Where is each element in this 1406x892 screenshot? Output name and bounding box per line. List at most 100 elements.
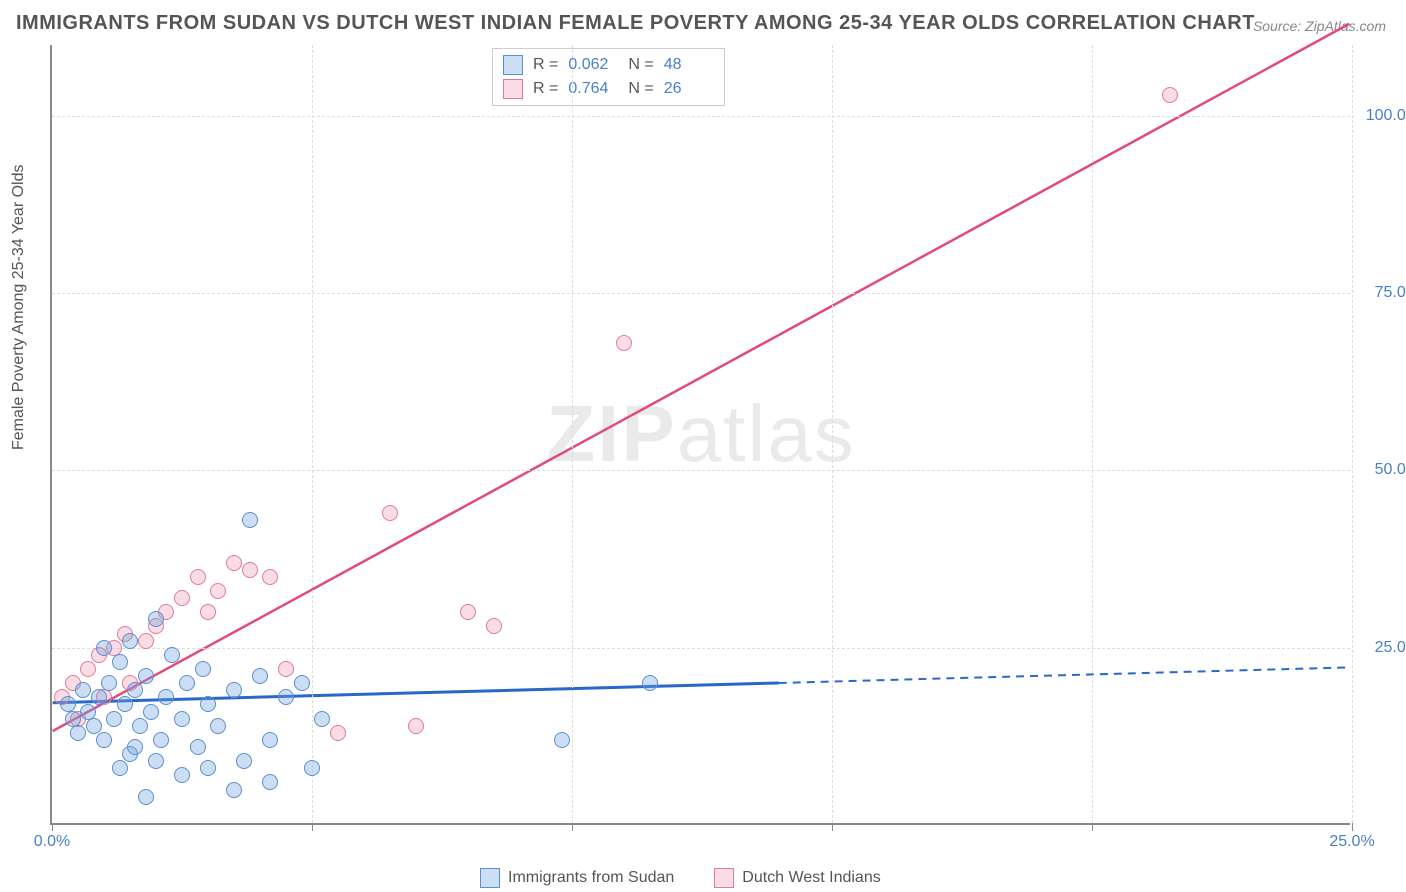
scatter-point-series1 [112,760,128,776]
legend-item: Dutch West Indians [714,868,880,888]
scatter-point-series1 [158,689,174,705]
scatter-point-series1 [314,711,330,727]
stat-n-label: N = [628,56,653,74]
trend-line [779,667,1350,683]
scatter-point-series1 [174,767,190,783]
scatter-point-series1 [226,782,242,798]
x-tick [312,823,313,831]
scatter-point-series1 [153,732,169,748]
y-tick-label: 75.0% [1375,284,1406,302]
scatter-point-series1 [112,654,128,670]
scatter-point-series2 [262,569,278,585]
scatter-point-series1 [262,774,278,790]
scatter-point-series1 [117,696,133,712]
x-tick [1352,823,1353,831]
scatter-point-series2 [200,604,216,620]
stat-n-value: 48 [664,56,714,74]
source-attribution: Source: ZipAtlas.com [1253,18,1386,34]
legend-swatch-icon [503,55,523,75]
y-tick-label: 50.0% [1375,461,1406,479]
scatter-point-series1 [127,682,143,698]
stats-row: R = 0.062 N = 48 [503,53,714,77]
scatter-point-series1 [148,611,164,627]
scatter-point-series1 [75,682,91,698]
scatter-point-series1 [195,661,211,677]
gridline-horizontal [52,116,1350,117]
watermark-rest: atlas [677,389,856,478]
x-tick-label: 0.0% [34,833,70,851]
stat-r-value: 0.764 [568,80,618,98]
scatter-point-series1 [179,675,195,691]
scatter-point-series2 [190,569,206,585]
y-axis-label: Female Poverty Among 25-34 Year Olds [10,165,28,451]
scatter-point-series1 [642,675,658,691]
legend-item: Immigrants from Sudan [480,868,674,888]
stat-r-label: R = [533,56,558,74]
scatter-point-series2 [408,718,424,734]
scatter-point-series2 [226,555,242,571]
scatter-point-series1 [210,718,226,734]
gridline-horizontal [52,470,1350,471]
y-tick-label: 100.0% [1366,107,1406,125]
legend-swatch-icon [503,79,523,99]
scatter-point-series1 [278,689,294,705]
x-tick-label: 25.0% [1329,833,1374,851]
scatter-point-series1 [242,512,258,528]
legend-swatch-icon [714,868,734,888]
scatter-point-series1 [122,633,138,649]
scatter-point-series1 [190,739,206,755]
trend-lines-svg [52,45,1350,823]
watermark-bold: ZIP [546,389,676,478]
scatter-point-series1 [96,732,112,748]
scatter-point-series1 [91,689,107,705]
y-tick-label: 25.0% [1375,639,1406,657]
scatter-point-series2 [1162,87,1178,103]
x-tick [1092,823,1093,831]
scatter-point-series1 [101,675,117,691]
scatter-point-series1 [200,696,216,712]
stats-row: R =0.764N =26 [503,77,714,101]
scatter-point-series1 [304,760,320,776]
scatter-point-series1 [138,789,154,805]
scatter-point-series1 [96,640,112,656]
scatter-point-series2 [242,562,258,578]
scatter-point-series1 [226,682,242,698]
x-tick [832,823,833,831]
gridline-vertical [1352,45,1353,823]
scatter-point-series2 [210,583,226,599]
stat-n-label: N = [628,80,653,98]
legend-swatch-icon [480,868,500,888]
scatter-point-series2 [616,335,632,351]
legend-label: Dutch West Indians [742,869,880,887]
scatter-point-series1 [70,725,86,741]
scatter-point-series1 [106,711,122,727]
scatter-point-series1 [236,753,252,769]
scatter-point-series2 [330,725,346,741]
scatter-point-series1 [174,711,190,727]
watermark: ZIPatlas [546,388,855,480]
scatter-point-series1 [138,668,154,684]
gridline-horizontal [52,293,1350,294]
scatter-point-series1 [164,647,180,663]
stats-legend-box: R =0.062N =48R =0.764N =26 [492,48,725,106]
scatter-point-series1 [143,704,159,720]
gridline-vertical [312,45,313,823]
x-tick [572,823,573,831]
scatter-point-series2 [382,505,398,521]
trend-line [53,24,1350,731]
legend-label: Immigrants from Sudan [508,869,674,887]
stat-r-value: 0.062 [568,56,618,74]
scatter-point-series2 [80,661,96,677]
scatter-point-series2 [486,618,502,634]
scatter-point-series1 [200,760,216,776]
stat-r-label: R = [533,80,558,98]
scatter-point-series1 [132,718,148,734]
scatter-point-series1 [252,668,268,684]
scatter-point-series1 [262,732,278,748]
scatter-point-series1 [554,732,570,748]
gridline-horizontal [52,648,1350,649]
scatter-point-series2 [174,590,190,606]
x-tick [52,823,53,831]
bottom-legend: Immigrants from Sudan Dutch West Indians [480,868,881,888]
scatter-point-series2 [138,633,154,649]
